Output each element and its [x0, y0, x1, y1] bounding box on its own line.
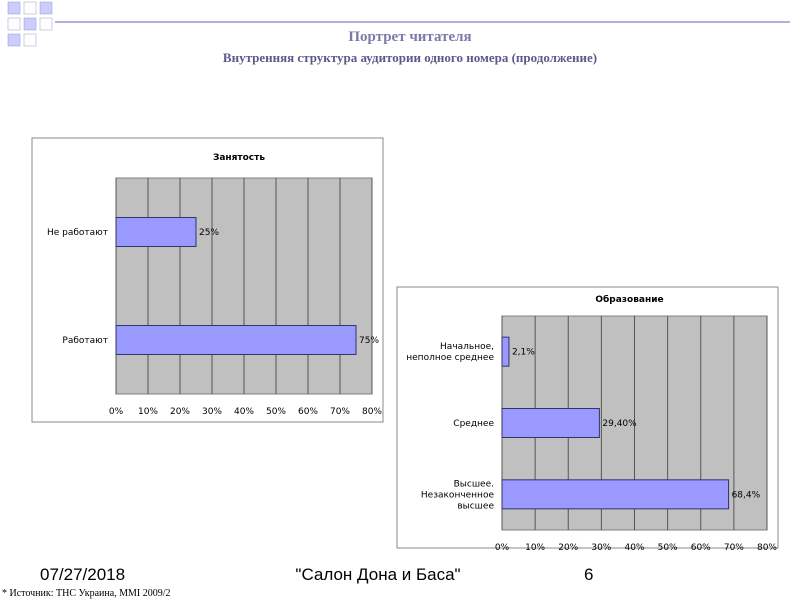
footer: "Салон Дона и Баса" [295, 565, 460, 584]
value-label: 25% [199, 228, 219, 238]
category-label: Высшее. Незаконченное высшее [421, 479, 495, 511]
category-label: Среднее [453, 419, 494, 429]
decoration [7, 1, 790, 47]
chart-title: Образование [595, 294, 663, 305]
x-tick-label: 60% [691, 543, 711, 553]
slide-subtitle: Внутренняя структура аудитории одного но… [223, 50, 597, 65]
chart: Образование 0% 10% 20% 30% 40% 50% 60% 70% 80% 2,1… [396, 286, 779, 553]
x-tick-label: 50% [266, 407, 286, 417]
x-tick-label: 80% [757, 543, 777, 553]
x-tick-label: 30% [202, 407, 222, 417]
bar [501, 408, 600, 438]
x-tick-label: 20% [558, 543, 578, 553]
bar [115, 325, 357, 355]
x-tick-label: 0% [109, 407, 124, 417]
bar [501, 479, 730, 510]
x-tick-label: 10% [138, 407, 158, 417]
value-label: 29,40% [602, 419, 637, 429]
chart-title: Занятость [213, 153, 265, 163]
x-tick-label: 40% [234, 407, 254, 417]
x-tick-label: 70% [330, 407, 350, 417]
x-tick-label: 30% [591, 543, 611, 553]
category-label: Работают [62, 336, 108, 346]
x-tick-label: 0% [495, 543, 510, 553]
bar [115, 217, 197, 247]
x-tick-label: 60% [298, 407, 318, 417]
x-tick-label: 80% [362, 407, 382, 417]
chart: Занятость 0% 10% 20% 30% 40% 50% 60% 70% 80% 25% Не… [31, 137, 384, 423]
value-label: 75% [359, 336, 379, 346]
x-tick-label: 10% [525, 543, 545, 553]
x-tick-label: 70% [724, 543, 744, 553]
category-label: Начальное, неполное среднее [406, 342, 494, 363]
category-label: Не работают [47, 228, 108, 238]
page-number: 6 [584, 565, 593, 584]
x-tick-label: 50% [658, 543, 678, 553]
value-label: 2,1% [512, 348, 535, 358]
x-tick-label: 20% [170, 407, 190, 417]
value-label: 68,4% [732, 490, 761, 500]
source: * Источник: ТНС Украина, MMI 2009/2 [2, 588, 171, 599]
slide-title: Портрет читателя [348, 29, 471, 45]
bar [501, 336, 510, 367]
x-tick-label: 40% [624, 543, 644, 553]
date: 07/27/2018 [40, 565, 125, 584]
